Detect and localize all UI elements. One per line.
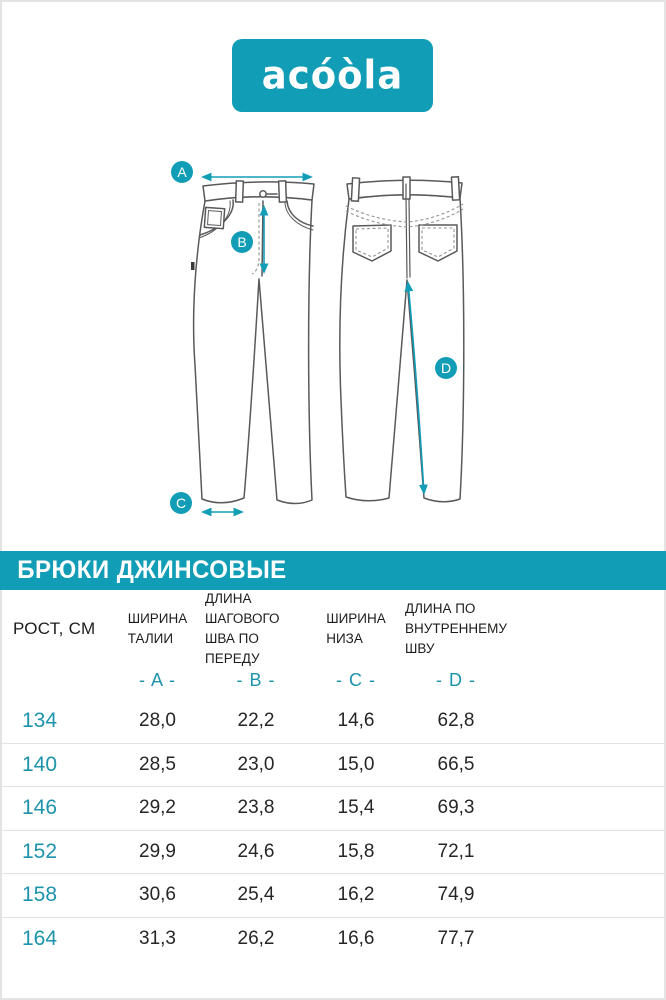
hem-width-value: 14,6 [337, 710, 375, 732]
size-value: 146 [22, 796, 58, 820]
front-belt-loop [234, 180, 245, 203]
front-inseam-value: 26,2 [237, 927, 275, 949]
brand-logo: acóòla [232, 39, 433, 112]
hem-width-value: 16,6 [337, 927, 375, 949]
size-value: 152 [22, 839, 58, 863]
column-header-waist: ШИРИНА ТАЛИИ [110, 609, 205, 649]
waist-value: 29,2 [139, 797, 176, 819]
measure-a-letter: A [177, 164, 187, 180]
back-pocket-right-stitch [421, 227, 455, 258]
hem-width-value: 15,0 [337, 753, 375, 775]
column-header-line: ДЛИНА ШАГОВОГО [205, 591, 280, 626]
measure-a-badge [171, 161, 193, 183]
waist-value: 29,9 [139, 840, 176, 862]
column-header-line: ШИРИНА [127, 611, 188, 626]
table-header-row: РОСТ, СМ ШИРИНА ТАЛИИ ДЛИНА ШАГОВОГО ШВА… [0, 589, 666, 666]
front-fly-stitching [251, 203, 260, 275]
hem-width-value: 15,8 [337, 840, 375, 862]
back-pocket-left [352, 224, 392, 262]
size-value: 164 [22, 926, 58, 950]
letter-b: - B - [236, 669, 276, 690]
back-stitching [345, 203, 464, 258]
table-row: 158 30,6 25,4 16,2 74,9 [0, 873, 666, 917]
size-value: 134 [22, 709, 58, 733]
table-row: 152 29,9 24,6 15,8 72,1 [0, 829, 666, 874]
jeans-front-view [191, 180, 315, 505]
front-side-label-tab [191, 262, 195, 270]
front-button [259, 190, 267, 198]
product-title-banner: БРЮКИ ДЖИНСОВЫЕ [0, 551, 666, 590]
inner-seam-value: 72,1 [437, 840, 475, 862]
column-header-hem-width: ШИРИНА НИЗА [307, 609, 405, 649]
column-header-inner-seam: ДЛИНА ПО ВНУТРЕННЕМУ ШВУ [405, 599, 507, 659]
inner-seam-value: 62,8 [437, 710, 475, 732]
jeans-measurement-diagram: A B C D [170, 161, 465, 517]
column-header-line: ШИРИНА [326, 611, 386, 626]
size-column-header: РОСТ, СМ [13, 619, 96, 638]
column-header-line: ШВА ПО ПЕРЕДУ [205, 631, 260, 666]
table-letters-row: - A - - B - - C - - D - [0, 660, 666, 700]
waist-value: 30,6 [139, 884, 176, 906]
letter-a: - A - [138, 669, 176, 690]
measure-c-badge [170, 492, 192, 514]
measurement-indicators: A B C D [170, 161, 457, 517]
brand-logo-text: acóòla [261, 52, 404, 99]
front-body-outline [192, 195, 313, 505]
front-pocket-right [286, 200, 314, 227]
column-header-line: ДЛИНА ПО [405, 601, 476, 616]
back-yoke-stitch [345, 203, 464, 223]
back-belt-loop [450, 176, 461, 201]
letter-c: - C - [336, 669, 376, 690]
size-table: РОСТ, СМ ШИРИНА ТАЛИИ ДЛИНА ШАГОВОГО ШВА… [0, 589, 666, 960]
front-inseam-value: 23,8 [237, 797, 275, 819]
measure-b-letter: B [237, 234, 246, 250]
inner-seam-value: 74,9 [437, 884, 475, 906]
back-pocket-left-stitch [355, 227, 389, 258]
inner-seam-value: 66,5 [437, 753, 475, 775]
front-coin-pocket [203, 206, 226, 230]
front-inseam-value: 22,2 [237, 710, 275, 732]
front-belt-loop [277, 180, 288, 203]
measure-b-badge [231, 231, 253, 253]
jeans-back-view [339, 176, 465, 503]
waist-value: 31,3 [139, 927, 176, 949]
front-inseam-value: 24,6 [237, 840, 275, 862]
back-pocket-right [418, 224, 458, 262]
front-pocket-right-stitch [284, 202, 314, 231]
front-pocket-left [199, 199, 234, 236]
product-title: БРЮКИ ДЖИНСОВЫЕ [17, 556, 287, 584]
hem-width-value: 15,4 [337, 797, 375, 819]
table-row: 140 28,5 23,0 15,0 66,5 [0, 742, 666, 787]
waist-value: 28,5 [139, 753, 176, 775]
measure-d-badge [435, 357, 457, 379]
column-header-line: ВНУТРЕННЕМУ ШВУ [405, 621, 507, 656]
size-value: 158 [22, 883, 58, 907]
back-center-seam [405, 183, 411, 279]
front-inseam-value: 23,0 [237, 753, 275, 775]
measure-c-letter: C [176, 495, 186, 511]
letter-d: - D - [436, 669, 476, 690]
table-row: 146 29,2 23,8 15,4 69,3 [0, 786, 666, 830]
back-belt-loop [350, 177, 361, 202]
column-header-front-inseam: ДЛИНА ШАГОВОГО ШВА ПО ПЕРЕДУ [205, 589, 307, 669]
measure-d-line [404, 281, 428, 495]
column-header-line: НИЗА [326, 631, 363, 646]
table-row: 134 28,0 22,2 14,6 62,8 [0, 700, 666, 743]
column-header-line: ТАЛИИ [127, 631, 174, 646]
back-yoke-stitch [345, 208, 464, 228]
front-fly-seam [261, 200, 264, 277]
front-inseam-value: 25,4 [237, 884, 275, 906]
inner-seam-value: 69,3 [437, 797, 475, 819]
table-row: 164 31,3 26,2 16,6 77,7 [0, 916, 666, 961]
waist-value: 28,0 [139, 710, 176, 732]
hem-width-value: 16,2 [337, 884, 375, 906]
inner-seam-value: 77,7 [437, 927, 475, 949]
size-value: 140 [22, 752, 58, 776]
measure-d-letter: D [441, 360, 451, 376]
